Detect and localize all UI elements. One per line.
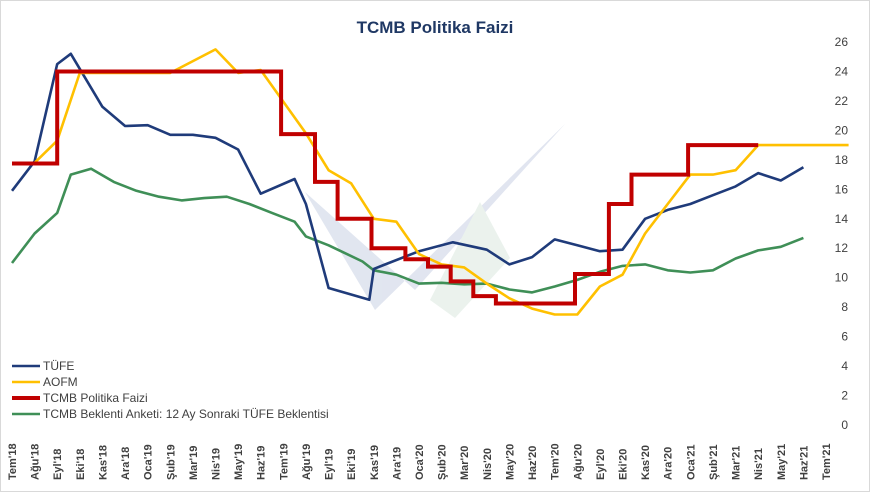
y-tick-label: 6 <box>841 330 848 344</box>
x-tick-label: Mar'19 <box>188 446 200 480</box>
x-tick-label: Oca'20 <box>414 444 426 480</box>
y-tick-label: 16 <box>835 182 849 196</box>
legend: TÜFE AOFM TCMB Politika Faizi TCMB Beklenti… <box>12 359 329 421</box>
y-tick-label: 24 <box>835 64 849 78</box>
legend-label: TCMB Politika Faizi <box>43 391 148 405</box>
y-tick-label: 0 <box>841 418 848 432</box>
x-tick-label: Kas'20 <box>640 445 652 480</box>
series-lines <box>10 48 849 316</box>
x-tick-label: Tem'18 <box>7 443 19 480</box>
x-tick-label: Tem'21 <box>821 443 833 480</box>
x-tick-label: Şub'19 <box>165 444 177 480</box>
x-tick-label: Nis'19 <box>211 448 223 480</box>
x-tick-label: Ara'19 <box>391 447 403 480</box>
legend-label: TCMB Beklenti Anketi: 12 Ay Sonraki TÜFE… <box>43 407 329 421</box>
series-line-1 <box>12 48 849 316</box>
x-tick-label: Nis'21 <box>753 448 765 480</box>
y-tick-label: 26 <box>835 35 849 49</box>
x-tick-label: Kas'19 <box>369 445 381 480</box>
x-tick-label: Oca'19 <box>143 444 155 480</box>
x-tick-label: Eyl'20 <box>595 449 607 480</box>
x-tick-label: Eyl'18 <box>52 449 64 480</box>
x-tick-label: Eki'20 <box>618 449 630 480</box>
y-tick-label: 12 <box>835 241 849 255</box>
watermark-logo <box>305 124 565 318</box>
y-tick-label: 8 <box>841 300 848 314</box>
x-tick-label: Kas'18 <box>97 445 109 480</box>
series-line-2 <box>12 69 759 306</box>
series-line-3 <box>10 167 804 294</box>
x-tick-label: Mar'21 <box>731 446 743 480</box>
x-tick-label: Ağu'19 <box>301 444 313 480</box>
y-tick-label: 2 <box>841 389 848 403</box>
chart-title: TCMB Politika Faizi <box>357 18 514 37</box>
x-tick-label: Eki'18 <box>75 449 87 480</box>
y-tick-label: 20 <box>835 123 849 137</box>
legend-label: AOFM <box>43 375 78 389</box>
y-tick-label: 4 <box>841 359 848 373</box>
x-tick-label: Ağu'20 <box>572 444 584 480</box>
x-tick-label: Şub'21 <box>708 444 720 480</box>
y-tick-label: 18 <box>835 153 849 167</box>
y-tick-label: 10 <box>835 271 849 285</box>
x-tick-label: Haz'21 <box>798 446 810 480</box>
x-tick-label: Ara'18 <box>120 447 132 480</box>
y-tick-label: 22 <box>835 94 849 108</box>
x-tick-label: May'21 <box>776 444 788 480</box>
x-tick-label: Haz'20 <box>527 446 539 480</box>
x-tick-label: May'20 <box>504 444 516 480</box>
x-tick-label: Tem'20 <box>550 443 562 480</box>
x-tick-label: May'19 <box>233 444 245 480</box>
x-tick-label: Eyl'19 <box>324 449 336 480</box>
x-tick-label: Ağu'18 <box>30 444 42 480</box>
x-tick-label: Haz'19 <box>256 446 268 480</box>
x-tick-label: Ara'20 <box>663 447 675 480</box>
x-axis: Tem'18 Ağu'18 Eyl'18 Eki'18 Kas'18 Ara'18 Oca'… <box>7 443 833 480</box>
x-tick-label: Nis'20 <box>482 448 494 480</box>
y-tick-label: 14 <box>835 212 849 226</box>
x-tick-label: Eki'19 <box>346 449 358 480</box>
x-tick-label: Oca'21 <box>685 444 697 480</box>
legend-label: TÜFE <box>43 359 74 373</box>
series-line-0 <box>10 52 805 302</box>
x-tick-label: Şub'20 <box>437 444 449 480</box>
x-tick-label: Mar'20 <box>459 446 471 480</box>
x-tick-label: Tem'19 <box>278 443 290 480</box>
